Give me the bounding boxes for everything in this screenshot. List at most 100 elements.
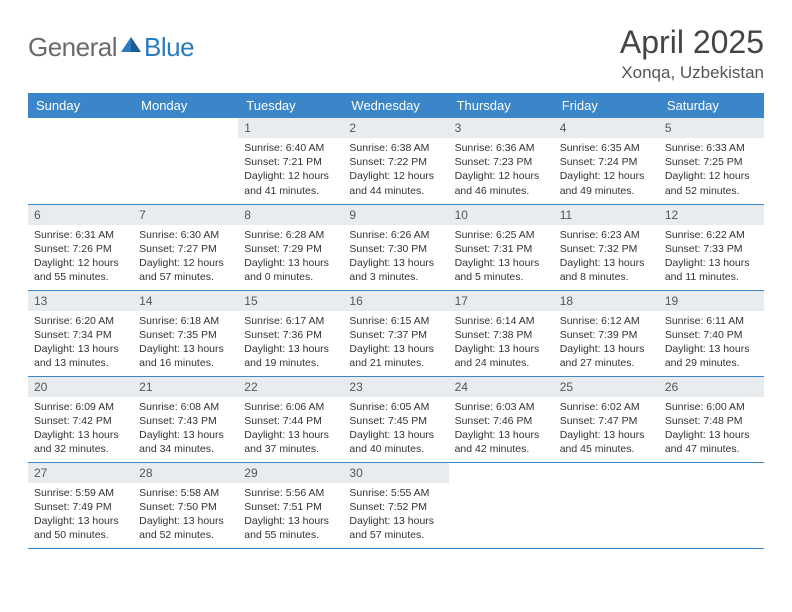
day-number: 7 xyxy=(133,205,238,225)
day-number: 23 xyxy=(343,377,448,397)
day-number: 6 xyxy=(28,205,133,225)
calendar-row: 6Sunrise: 6:31 AMSunset: 7:26 PMDaylight… xyxy=(28,204,764,290)
day-content: Sunrise: 6:12 AMSunset: 7:39 PMDaylight:… xyxy=(554,311,659,375)
weekday-header-row: SundayMondayTuesdayWednesdayThursdayFrid… xyxy=(28,93,764,118)
day-content: Sunrise: 6:09 AMSunset: 7:42 PMDaylight:… xyxy=(28,397,133,461)
day-number: 18 xyxy=(554,291,659,311)
title-block: April 2025 Xonqa, Uzbekistan xyxy=(620,24,764,83)
day-number: 12 xyxy=(659,205,764,225)
calendar-cell-empty xyxy=(449,462,554,548)
calendar-cell: 28Sunrise: 5:58 AMSunset: 7:50 PMDayligh… xyxy=(133,462,238,548)
calendar-cell: 2Sunrise: 6:38 AMSunset: 7:22 PMDaylight… xyxy=(343,118,448,204)
day-number: 17 xyxy=(449,291,554,311)
calendar-cell: 10Sunrise: 6:25 AMSunset: 7:31 PMDayligh… xyxy=(449,204,554,290)
day-number: 27 xyxy=(28,463,133,483)
day-content: Sunrise: 6:08 AMSunset: 7:43 PMDaylight:… xyxy=(133,397,238,461)
header: General Blue April 2025 Xonqa, Uzbekista… xyxy=(28,24,764,83)
day-number: 4 xyxy=(554,118,659,138)
day-content: Sunrise: 6:23 AMSunset: 7:32 PMDaylight:… xyxy=(554,225,659,289)
day-content: Sunrise: 6:05 AMSunset: 7:45 PMDaylight:… xyxy=(343,397,448,461)
day-content: Sunrise: 6:06 AMSunset: 7:44 PMDaylight:… xyxy=(238,397,343,461)
calendar-cell: 25Sunrise: 6:02 AMSunset: 7:47 PMDayligh… xyxy=(554,376,659,462)
calendar-cell: 4Sunrise: 6:35 AMSunset: 7:24 PMDaylight… xyxy=(554,118,659,204)
calendar-row: 27Sunrise: 5:59 AMSunset: 7:49 PMDayligh… xyxy=(28,462,764,548)
calendar-cell-empty xyxy=(28,118,133,204)
day-content: Sunrise: 6:11 AMSunset: 7:40 PMDaylight:… xyxy=(659,311,764,375)
calendar-cell: 20Sunrise: 6:09 AMSunset: 7:42 PMDayligh… xyxy=(28,376,133,462)
day-number: 14 xyxy=(133,291,238,311)
calendar-cell: 23Sunrise: 6:05 AMSunset: 7:45 PMDayligh… xyxy=(343,376,448,462)
calendar-cell: 26Sunrise: 6:00 AMSunset: 7:48 PMDayligh… xyxy=(659,376,764,462)
day-content: Sunrise: 6:35 AMSunset: 7:24 PMDaylight:… xyxy=(554,138,659,202)
calendar-cell: 17Sunrise: 6:14 AMSunset: 7:38 PMDayligh… xyxy=(449,290,554,376)
day-content: Sunrise: 6:14 AMSunset: 7:38 PMDaylight:… xyxy=(449,311,554,375)
calendar-row: 20Sunrise: 6:09 AMSunset: 7:42 PMDayligh… xyxy=(28,376,764,462)
day-content: Sunrise: 6:03 AMSunset: 7:46 PMDaylight:… xyxy=(449,397,554,461)
weekday-header: Saturday xyxy=(659,93,764,118)
day-content: Sunrise: 5:56 AMSunset: 7:51 PMDaylight:… xyxy=(238,483,343,547)
calendar-cell: 12Sunrise: 6:22 AMSunset: 7:33 PMDayligh… xyxy=(659,204,764,290)
calendar-cell: 22Sunrise: 6:06 AMSunset: 7:44 PMDayligh… xyxy=(238,376,343,462)
day-number: 10 xyxy=(449,205,554,225)
calendar-cell: 30Sunrise: 5:55 AMSunset: 7:52 PMDayligh… xyxy=(343,462,448,548)
calendar-cell: 15Sunrise: 6:17 AMSunset: 7:36 PMDayligh… xyxy=(238,290,343,376)
day-number: 15 xyxy=(238,291,343,311)
calendar-cell: 11Sunrise: 6:23 AMSunset: 7:32 PMDayligh… xyxy=(554,204,659,290)
day-content: Sunrise: 6:25 AMSunset: 7:31 PMDaylight:… xyxy=(449,225,554,289)
calendar-cell: 8Sunrise: 6:28 AMSunset: 7:29 PMDaylight… xyxy=(238,204,343,290)
day-content: Sunrise: 6:17 AMSunset: 7:36 PMDaylight:… xyxy=(238,311,343,375)
day-number: 13 xyxy=(28,291,133,311)
day-content: Sunrise: 6:31 AMSunset: 7:26 PMDaylight:… xyxy=(28,225,133,289)
calendar-cell: 7Sunrise: 6:30 AMSunset: 7:27 PMDaylight… xyxy=(133,204,238,290)
calendar-body: 1Sunrise: 6:40 AMSunset: 7:21 PMDaylight… xyxy=(28,118,764,548)
day-content: Sunrise: 6:20 AMSunset: 7:34 PMDaylight:… xyxy=(28,311,133,375)
day-number: 20 xyxy=(28,377,133,397)
day-content: Sunrise: 6:22 AMSunset: 7:33 PMDaylight:… xyxy=(659,225,764,289)
calendar-cell: 1Sunrise: 6:40 AMSunset: 7:21 PMDaylight… xyxy=(238,118,343,204)
day-number: 16 xyxy=(343,291,448,311)
logo-text-general: General xyxy=(28,32,117,63)
calendar-cell: 16Sunrise: 6:15 AMSunset: 7:37 PMDayligh… xyxy=(343,290,448,376)
day-content: Sunrise: 6:00 AMSunset: 7:48 PMDaylight:… xyxy=(659,397,764,461)
calendar-cell: 29Sunrise: 5:56 AMSunset: 7:51 PMDayligh… xyxy=(238,462,343,548)
day-number: 22 xyxy=(238,377,343,397)
calendar-cell: 19Sunrise: 6:11 AMSunset: 7:40 PMDayligh… xyxy=(659,290,764,376)
day-number: 5 xyxy=(659,118,764,138)
day-number: 1 xyxy=(238,118,343,138)
day-number: 11 xyxy=(554,205,659,225)
day-content: Sunrise: 6:36 AMSunset: 7:23 PMDaylight:… xyxy=(449,138,554,202)
calendar-cell: 27Sunrise: 5:59 AMSunset: 7:49 PMDayligh… xyxy=(28,462,133,548)
day-number: 30 xyxy=(343,463,448,483)
calendar-cell: 24Sunrise: 6:03 AMSunset: 7:46 PMDayligh… xyxy=(449,376,554,462)
weekday-header: Thursday xyxy=(449,93,554,118)
day-content: Sunrise: 6:02 AMSunset: 7:47 PMDaylight:… xyxy=(554,397,659,461)
day-content: Sunrise: 6:40 AMSunset: 7:21 PMDaylight:… xyxy=(238,138,343,202)
day-number: 25 xyxy=(554,377,659,397)
calendar-cell: 18Sunrise: 6:12 AMSunset: 7:39 PMDayligh… xyxy=(554,290,659,376)
day-content: Sunrise: 6:26 AMSunset: 7:30 PMDaylight:… xyxy=(343,225,448,289)
calendar-cell: 13Sunrise: 6:20 AMSunset: 7:34 PMDayligh… xyxy=(28,290,133,376)
day-number: 24 xyxy=(449,377,554,397)
day-content: Sunrise: 5:58 AMSunset: 7:50 PMDaylight:… xyxy=(133,483,238,547)
logo-triangle-icon xyxy=(120,35,142,58)
day-content: Sunrise: 6:28 AMSunset: 7:29 PMDaylight:… xyxy=(238,225,343,289)
day-content: Sunrise: 6:38 AMSunset: 7:22 PMDaylight:… xyxy=(343,138,448,202)
day-number: 9 xyxy=(343,205,448,225)
calendar-cell-empty xyxy=(659,462,764,548)
page-subtitle: Xonqa, Uzbekistan xyxy=(620,63,764,83)
calendar-cell: 3Sunrise: 6:36 AMSunset: 7:23 PMDaylight… xyxy=(449,118,554,204)
calendar-table: SundayMondayTuesdayWednesdayThursdayFrid… xyxy=(28,93,764,549)
day-content: Sunrise: 6:30 AMSunset: 7:27 PMDaylight:… xyxy=(133,225,238,289)
calendar-cell: 21Sunrise: 6:08 AMSunset: 7:43 PMDayligh… xyxy=(133,376,238,462)
logo: General Blue xyxy=(28,32,194,63)
day-number: 2 xyxy=(343,118,448,138)
day-number: 26 xyxy=(659,377,764,397)
page-title: April 2025 xyxy=(620,24,764,61)
weekday-header: Sunday xyxy=(28,93,133,118)
weekday-header: Friday xyxy=(554,93,659,118)
day-number: 8 xyxy=(238,205,343,225)
day-number: 19 xyxy=(659,291,764,311)
calendar-cell: 9Sunrise: 6:26 AMSunset: 7:30 PMDaylight… xyxy=(343,204,448,290)
day-content: Sunrise: 6:15 AMSunset: 7:37 PMDaylight:… xyxy=(343,311,448,375)
weekday-header: Tuesday xyxy=(238,93,343,118)
